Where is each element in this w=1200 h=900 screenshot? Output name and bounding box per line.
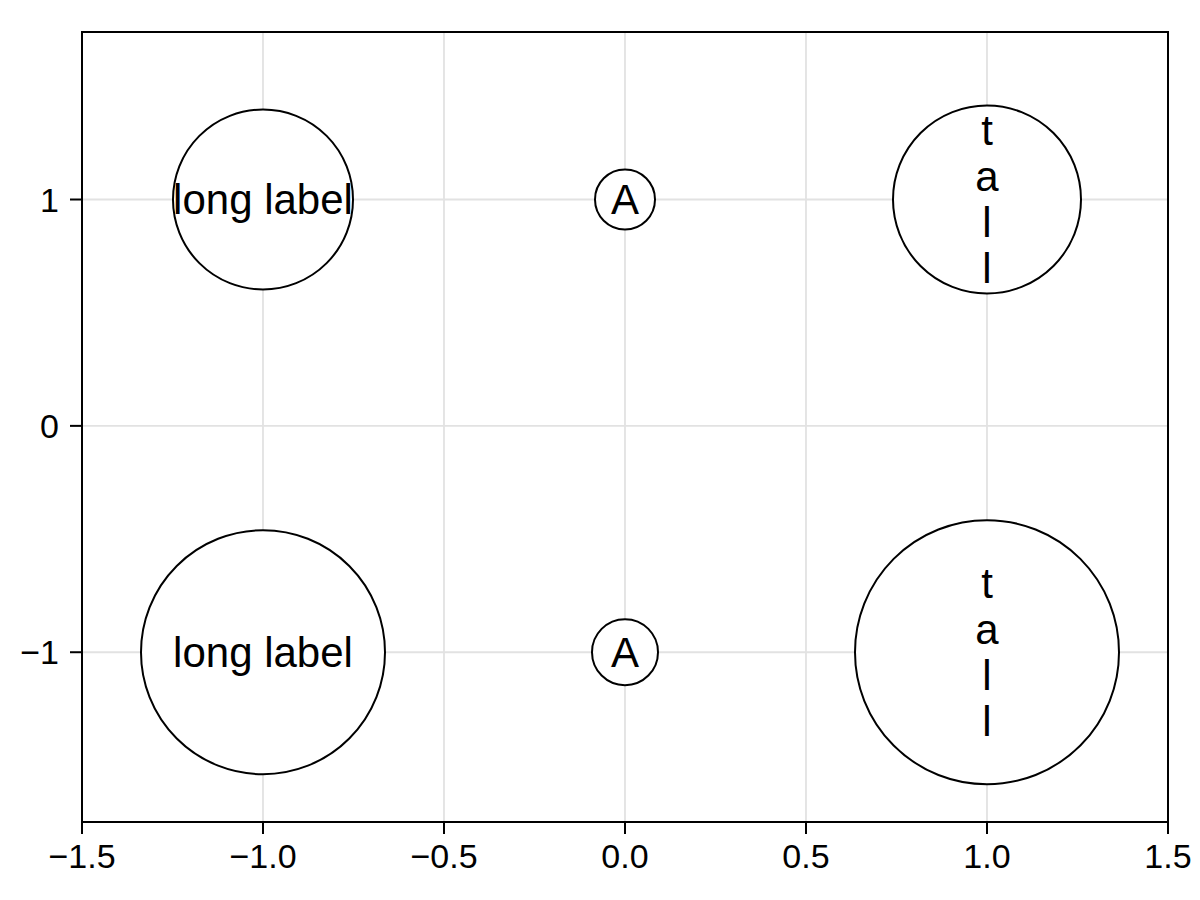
figure: long labelAtalllong labelAtall−1.5−1.0−0… — [0, 0, 1200, 900]
x-tick-label: 1.0 — [963, 837, 1010, 875]
y-tick-label: 1 — [40, 181, 59, 219]
marker-label: long label — [173, 629, 353, 676]
x-tick-label: −0.5 — [410, 837, 477, 875]
x-tick-label: −1.5 — [48, 837, 115, 875]
marker-label: long label — [173, 176, 353, 223]
y-tick-label: 0 — [40, 407, 59, 445]
y-tick-label: −1 — [20, 633, 59, 671]
x-tick-label: 1.5 — [1144, 837, 1191, 875]
scatter-plot-canvas: long labelAtalllong labelAtall−1.5−1.0−0… — [0, 0, 1200, 900]
x-tick-label: 0.5 — [782, 837, 829, 875]
x-tick-label: −1.0 — [229, 837, 296, 875]
marker-label: A — [611, 629, 639, 676]
marker-label: A — [611, 176, 639, 223]
x-tick-label: 0.0 — [601, 837, 648, 875]
